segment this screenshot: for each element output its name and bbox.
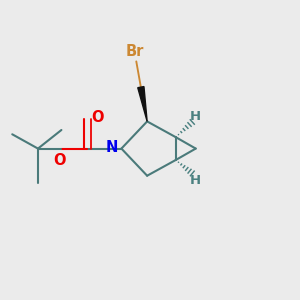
Polygon shape xyxy=(138,87,147,122)
Text: O: O xyxy=(92,110,104,125)
Text: N: N xyxy=(106,140,118,154)
Text: H: H xyxy=(190,110,201,123)
Text: H: H xyxy=(190,174,201,187)
Text: Br: Br xyxy=(126,44,144,59)
Text: O: O xyxy=(53,152,66,167)
